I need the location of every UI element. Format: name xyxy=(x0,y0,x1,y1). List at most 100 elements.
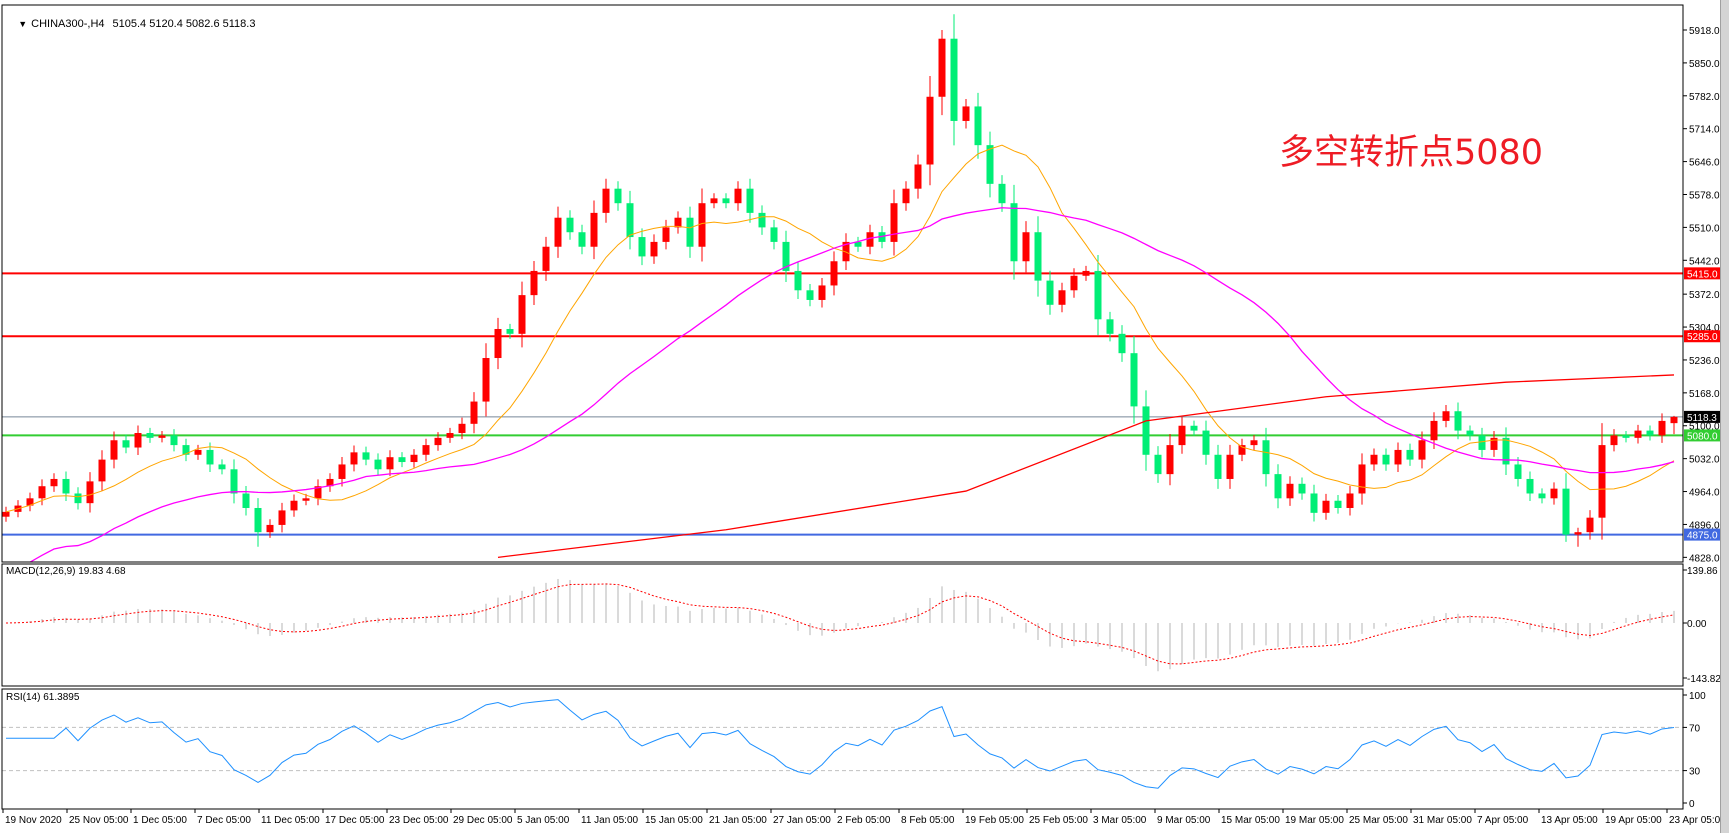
candle-body xyxy=(206,449,214,465)
candle-body xyxy=(1034,232,1042,281)
rsi-label: RSI(14) 61.3895 xyxy=(6,692,80,703)
candle-body xyxy=(170,435,178,446)
candle-body xyxy=(1406,449,1414,460)
candle-body xyxy=(590,212,598,247)
candle-body xyxy=(290,500,298,511)
candle-body xyxy=(782,241,790,271)
candle-body xyxy=(458,423,466,434)
candle-body xyxy=(926,96,934,165)
price-tick-label: 5236.0 xyxy=(1689,356,1720,367)
candle-body xyxy=(1502,437,1510,465)
candle-body xyxy=(686,217,694,247)
candle-body xyxy=(146,433,154,438)
level-badge-4875.0 xyxy=(1684,528,1720,541)
candle-body xyxy=(734,188,742,204)
rsi-tick-label: 30 xyxy=(1689,767,1701,778)
candle-body xyxy=(554,217,562,247)
candle-body xyxy=(1598,445,1606,518)
time-tick-label: 15 Jan 05:00 xyxy=(645,815,703,826)
triangle-down-icon[interactable]: ▼ xyxy=(18,19,28,29)
candle-body xyxy=(830,261,838,286)
candle-body xyxy=(1010,203,1018,262)
candle-body xyxy=(1562,488,1570,535)
candle-body xyxy=(1358,464,1366,494)
candle-body xyxy=(242,493,250,508)
candle-body xyxy=(506,328,514,334)
panel-frame xyxy=(1,4,1684,563)
candle-body xyxy=(1286,483,1294,499)
rsi-tick-label: 100 xyxy=(1689,691,1706,702)
time-tick-label: 5 Jan 05:00 xyxy=(517,815,570,826)
rsi-tick-label: 70 xyxy=(1689,723,1701,734)
price-tick-label: 5714.0 xyxy=(1689,125,1720,136)
price-tick-label: 5782.0 xyxy=(1689,92,1720,103)
time-tick-label: 19 Mar 05:00 xyxy=(1285,815,1344,826)
candle-body xyxy=(98,459,106,482)
candle-body xyxy=(362,452,370,460)
candle-body xyxy=(1394,449,1402,465)
candle-body xyxy=(218,464,226,470)
time-tick-label: 13 Apr 05:00 xyxy=(1541,815,1598,826)
candle-body xyxy=(1046,280,1054,305)
candle-body xyxy=(758,212,766,228)
candle-body xyxy=(1670,416,1678,424)
macd-tick-label: -143.82 xyxy=(1687,674,1721,685)
candle-body xyxy=(1310,493,1318,513)
ma-mid-line xyxy=(28,207,1675,562)
candle-body xyxy=(626,203,634,238)
candle-body xyxy=(986,145,994,184)
time-tick-label: 19 Nov 2020 xyxy=(5,815,62,826)
candle-body xyxy=(722,198,730,204)
candle-body xyxy=(1022,232,1030,262)
level-badge-text: 5118.3 xyxy=(1687,413,1717,424)
candle-body xyxy=(446,433,454,438)
price-tick-label: 4964.0 xyxy=(1689,488,1720,499)
candle-body xyxy=(470,401,478,424)
symbol-label: CHINA300-,H4 xyxy=(31,18,105,30)
annotation-text: 多空转折点5080 xyxy=(1279,133,1544,173)
candle-body xyxy=(2,511,10,517)
candle-body xyxy=(638,237,646,257)
macd-tick-label: 0.00 xyxy=(1687,619,1707,630)
candle-body xyxy=(1334,500,1342,508)
candle-body xyxy=(494,328,502,359)
candle-body xyxy=(422,445,430,455)
candle-body xyxy=(50,478,58,487)
time-tick-label: 1 Dec 05:00 xyxy=(133,815,187,826)
price-tick-label: 4896.0 xyxy=(1689,520,1720,531)
candle-body xyxy=(674,217,682,228)
candle-body xyxy=(602,188,610,213)
time-tick-label: 7 Dec 05:00 xyxy=(197,815,251,826)
candle-body xyxy=(1574,532,1582,535)
candle-body xyxy=(1166,445,1174,475)
candle-body xyxy=(698,203,706,247)
candle-body xyxy=(1250,440,1258,446)
time-tick-label: 19 Apr 05:00 xyxy=(1605,815,1662,826)
candle-body xyxy=(386,457,394,470)
candle-body xyxy=(134,433,142,448)
price-tick-label: 5372.0 xyxy=(1689,290,1720,301)
candle-body xyxy=(326,478,334,487)
candle-body xyxy=(302,498,310,501)
candle-body xyxy=(818,285,826,300)
candle-body xyxy=(410,454,418,463)
time-tick-label: 31 Mar 05:00 xyxy=(1413,815,1472,826)
time-tick-label: 29 Dec 05:00 xyxy=(453,815,513,826)
time-tick-label: 21 Jan 05:00 xyxy=(709,815,767,826)
candle-body xyxy=(614,188,622,204)
candle-body xyxy=(1106,319,1114,334)
candle-body xyxy=(1274,474,1282,499)
ma-slow-line xyxy=(497,374,1675,558)
candle-body xyxy=(314,486,322,499)
candle-body xyxy=(746,188,754,213)
candle-body xyxy=(1190,425,1198,431)
candle-body xyxy=(1622,435,1630,438)
candle-body xyxy=(110,440,118,460)
window-edge xyxy=(1720,0,1729,833)
time-tick-label: 9 Mar 05:00 xyxy=(1157,815,1211,826)
candle-body xyxy=(1322,500,1330,513)
level-badge-5285.0 xyxy=(1684,330,1720,343)
candle-body xyxy=(914,164,922,189)
